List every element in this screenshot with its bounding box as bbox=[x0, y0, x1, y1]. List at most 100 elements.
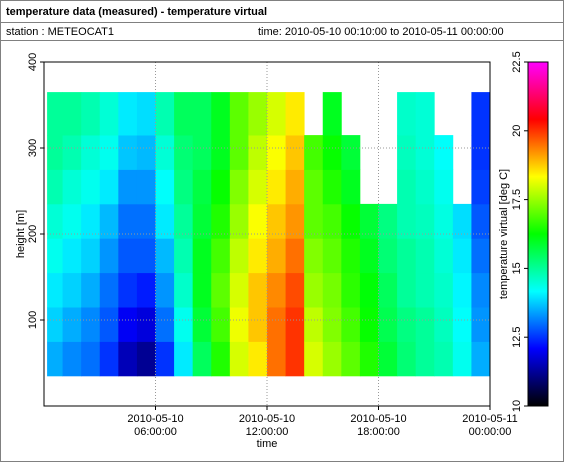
heatmap-cell bbox=[248, 238, 268, 274]
heatmap-cell bbox=[211, 307, 231, 342]
heatmap-cell bbox=[192, 238, 212, 274]
heatmap-cell bbox=[81, 307, 101, 342]
heatmap-cell bbox=[99, 92, 119, 136]
heatmap-cell bbox=[99, 341, 119, 377]
heatmap-cell bbox=[285, 169, 305, 205]
heatmap-cell bbox=[136, 307, 156, 342]
heatmap-cell bbox=[304, 203, 324, 239]
heatmap-cell bbox=[136, 135, 156, 170]
heatmap-cell bbox=[378, 203, 398, 239]
heatmap-cell bbox=[211, 203, 231, 239]
heatmap-cell bbox=[174, 238, 194, 274]
heatmap-cell bbox=[471, 135, 491, 170]
heatmap-cell bbox=[322, 169, 342, 205]
heatmap-cell bbox=[304, 238, 324, 274]
heatmap-cell bbox=[118, 92, 138, 136]
heatmap-cell bbox=[99, 135, 119, 170]
heatmap-cell bbox=[267, 238, 286, 274]
heatmap-cell bbox=[47, 238, 63, 274]
heatmap-cell bbox=[62, 272, 82, 308]
y-tick-label: 200 bbox=[27, 225, 39, 243]
heatmap-cell bbox=[174, 135, 194, 170]
heatmap-cell bbox=[211, 238, 231, 274]
heatmap-cell bbox=[62, 92, 82, 136]
heatmap-cell bbox=[471, 203, 491, 239]
heatmap-cell bbox=[452, 307, 472, 342]
heatmap-cell bbox=[434, 238, 454, 274]
plot-border bbox=[43, 61, 491, 407]
heatmap-cell bbox=[452, 238, 472, 274]
y-axis-label: height [m] bbox=[15, 210, 27, 258]
heatmap-cell bbox=[118, 307, 138, 342]
heatmap-cell bbox=[415, 203, 435, 239]
heatmap-cell bbox=[248, 307, 268, 342]
heatmap-cell bbox=[62, 135, 82, 170]
heatmap-cell bbox=[192, 307, 212, 342]
heatmap-cell bbox=[322, 92, 342, 136]
colorbar-tick-label: 15 bbox=[511, 262, 523, 274]
heatmap-cell bbox=[471, 272, 491, 308]
heatmap-cell bbox=[81, 203, 101, 239]
heatmap-cell bbox=[415, 307, 435, 342]
heatmap-cell bbox=[397, 341, 417, 377]
station: station : METEOCAT1 bbox=[6, 26, 114, 38]
heatmap-cell bbox=[229, 169, 249, 205]
heatmap-cell bbox=[452, 272, 472, 308]
heatmap-cell bbox=[248, 341, 268, 377]
heatmap-cell bbox=[229, 92, 249, 136]
heatmap-cell bbox=[359, 307, 379, 342]
heatmap-cell bbox=[285, 92, 305, 136]
heatmap-cell bbox=[415, 238, 435, 274]
heatmap-cell bbox=[304, 169, 324, 205]
heatmap-cell bbox=[434, 341, 454, 377]
heatmap-cell bbox=[285, 341, 305, 377]
heatmap-cell bbox=[118, 135, 138, 170]
colorbar-tick-label: 22.5 bbox=[511, 51, 523, 72]
heatmap-cell bbox=[248, 272, 268, 308]
heatmap-cell bbox=[415, 169, 435, 205]
heatmap-cell bbox=[174, 92, 194, 136]
x-tick-label: 2010-05-11 00:00:00 bbox=[462, 413, 517, 438]
heatmap-cell bbox=[192, 272, 212, 308]
heatmap-cell bbox=[397, 169, 417, 205]
heatmap-cell bbox=[434, 307, 454, 342]
heatmap-cell bbox=[118, 238, 138, 274]
heatmap-cell bbox=[397, 238, 417, 274]
y-tick-label: 300 bbox=[27, 139, 39, 157]
heatmap-cell bbox=[62, 169, 82, 205]
heatmap-cell bbox=[304, 307, 324, 342]
heatmap-cell bbox=[229, 203, 249, 239]
heatmap-cell bbox=[378, 238, 398, 274]
heatmap-cell bbox=[322, 203, 342, 239]
heatmap-cell bbox=[118, 203, 138, 239]
heatmap-cell bbox=[452, 341, 472, 377]
heatmap-cell bbox=[47, 341, 63, 377]
heatmap-cell bbox=[47, 307, 63, 342]
heatmap-cell bbox=[434, 169, 454, 205]
heatmap-cell bbox=[229, 307, 249, 342]
heatmap-cell bbox=[471, 341, 491, 377]
heatmap-cell bbox=[229, 272, 249, 308]
heatmap-cell bbox=[304, 272, 324, 308]
heatmap-cell bbox=[211, 92, 231, 136]
heatmap-cell bbox=[267, 135, 286, 170]
colorbar bbox=[527, 61, 549, 407]
heatmap-cell bbox=[341, 341, 361, 377]
heatmap-cell bbox=[81, 92, 101, 136]
heatmap-cell bbox=[155, 169, 175, 205]
heatmap-cell bbox=[211, 341, 231, 377]
colorbar-tick-label: 12.5 bbox=[511, 326, 523, 347]
heatmap-cell bbox=[192, 203, 212, 239]
heatmap-cell bbox=[397, 92, 417, 136]
y-tick-label: 400 bbox=[27, 53, 39, 71]
heatmap-cell bbox=[174, 272, 194, 308]
heatmap-cell bbox=[118, 272, 138, 308]
heatmap-cell bbox=[47, 169, 63, 205]
heatmap-cell bbox=[47, 135, 63, 170]
heatmap-cell bbox=[378, 307, 398, 342]
heatmap-cell bbox=[341, 272, 361, 308]
heatmap-cell bbox=[174, 169, 194, 205]
heatmap-cell bbox=[174, 341, 194, 377]
heatmap-cell bbox=[378, 341, 398, 377]
heatmap-cell bbox=[415, 135, 435, 170]
